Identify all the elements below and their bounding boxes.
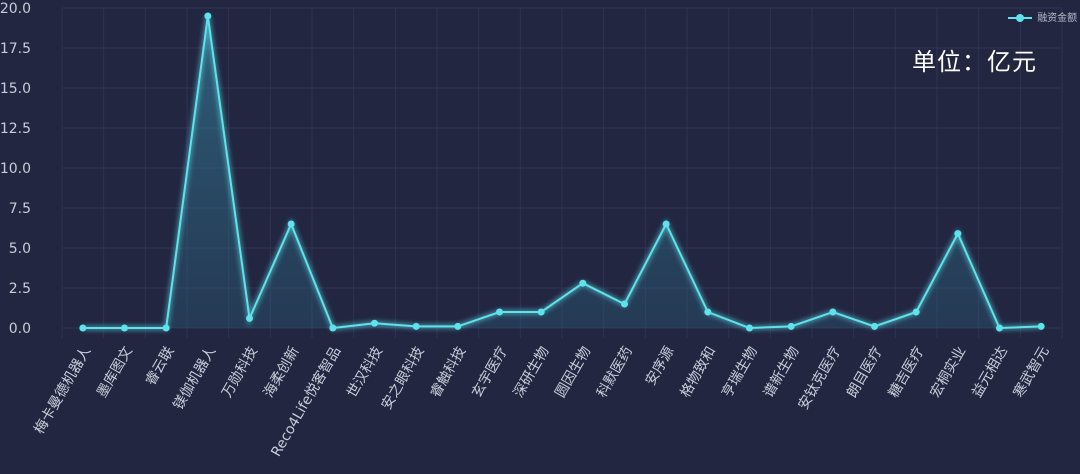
y-tick-label: 15.0	[0, 81, 31, 97]
series-line	[82, 15, 1042, 330]
data-point	[621, 300, 628, 308]
x-tick-label: 益元相达	[969, 344, 1011, 400]
x-tick-label: 圆因生物	[552, 344, 594, 400]
data-point	[996, 324, 1003, 332]
x-tick-label: 宏桐实业	[927, 344, 969, 400]
y-tick-label: 0.0	[9, 321, 31, 337]
data-point	[537, 308, 545, 316]
x-tick-label: 朗目医疗	[844, 344, 886, 400]
data-point	[371, 319, 378, 327]
data-point	[579, 279, 587, 287]
unit-label: 单位：亿元	[912, 48, 1037, 76]
data-point	[704, 308, 712, 316]
x-tick-label: 糖吉医疗	[886, 344, 928, 400]
x-tick-label: 深研生物	[511, 344, 553, 400]
data-point	[746, 324, 753, 332]
x-tick-label: 万勋科技	[219, 344, 261, 400]
x-tick-label: 海柔创新	[261, 344, 303, 400]
data-point	[662, 220, 670, 228]
data-point	[912, 308, 920, 316]
y-tick-label: 2.5	[9, 281, 31, 297]
data-point	[412, 322, 420, 330]
y-tick-label: 17.5	[0, 41, 31, 57]
x-tick-label: 镁伽机器人	[170, 344, 219, 413]
data-point	[246, 314, 253, 322]
legend-line-icon	[1008, 14, 1032, 22]
data-point	[204, 12, 212, 20]
x-tick-label: 安钛克医疗	[795, 344, 844, 413]
y-tick-label: 7.5	[9, 201, 31, 217]
data-point	[287, 220, 295, 228]
x-tick-label: 墨库图文	[94, 344, 136, 400]
x-tick-label: 寒武智元	[1010, 344, 1053, 401]
x-tick-label: 科默医药	[594, 344, 636, 400]
data-point	[829, 308, 837, 316]
x-tick-label: 格物致和	[677, 344, 719, 400]
data-point	[1037, 322, 1045, 330]
x-tick-label: 世汉科技	[344, 344, 386, 400]
x-tick-label: 玄宇医疗	[468, 344, 511, 401]
x-tick-label: 睿云联	[143, 344, 178, 388]
data-point	[121, 324, 128, 332]
y-tick-label: 10.0	[0, 161, 31, 177]
legend-item[interactable]: 融资金额	[1008, 9, 1077, 24]
x-tick-label: 谱新生物	[761, 344, 803, 400]
data-point	[79, 324, 87, 332]
x-tick-label: 安之眼科技	[379, 344, 428, 413]
y-tick-label: 20.0	[0, 1, 31, 17]
y-tick-label: 5.0	[9, 241, 31, 257]
data-point	[496, 308, 503, 316]
x-tick-label: 梅卡曼德机器人	[31, 344, 94, 437]
x-tick-label: 安序源	[643, 344, 678, 388]
legend-label: 融资金额	[1037, 13, 1078, 24]
y-tick-label: 12.5	[0, 121, 31, 137]
data-point	[162, 324, 170, 332]
data-point	[871, 322, 878, 330]
x-tick-label: 睿触科技	[427, 344, 469, 400]
series-area	[82, 16, 1042, 328]
data-point	[454, 322, 462, 330]
data-point	[329, 324, 337, 332]
x-tick-label: 亨瑞生物	[718, 344, 761, 401]
data-point	[787, 322, 795, 330]
data-point	[954, 230, 962, 238]
